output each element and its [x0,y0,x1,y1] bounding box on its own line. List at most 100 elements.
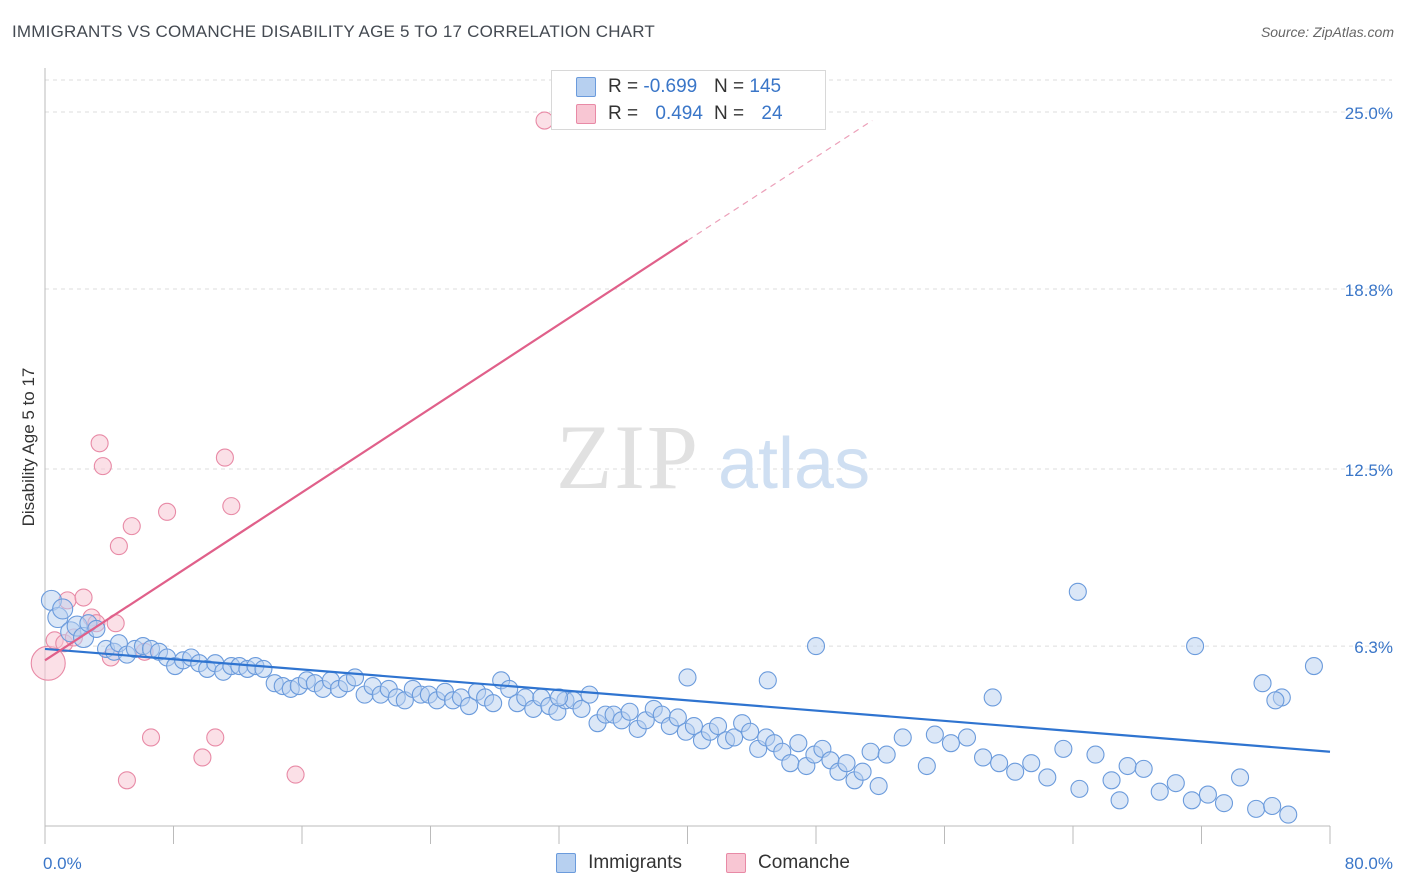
n-label: N = [714,103,750,124]
immigrants-point [1038,768,1057,787]
legend-item-comanche[interactable]: Comanche [726,852,850,874]
x-tick-label: 0.0% [43,854,82,873]
immigrants-points [40,582,1323,824]
immigrants-point [741,722,760,741]
watermark-atlas: atlas [718,424,870,504]
immigrants-point [941,734,960,753]
immigrants-point [758,671,777,690]
immigrants-point [678,668,697,687]
legend-label: Comanche [758,852,850,873]
axes [44,68,1331,844]
r-label: R = [608,103,644,124]
immigrants-point [837,754,856,773]
r-value: -0.699 [643,76,698,97]
immigrants-point [580,685,599,704]
n-label: N = [714,76,750,97]
immigrants-point [1198,785,1217,804]
immigrants-point [1134,759,1153,778]
immigrants-point [1263,796,1282,816]
immigrants-point [1266,691,1285,710]
y-tick-label: 6.3% [1354,638,1393,657]
watermark-zip: ZIP [556,406,700,508]
comanche-swatch [576,104,596,124]
immigrants-point [1247,799,1266,818]
immigrants-point [1182,791,1201,810]
immigrants-point [725,728,744,747]
comanche-point [222,497,241,516]
legend-item-immigrants[interactable]: Immigrants [556,852,682,874]
immigrants-point [708,716,728,736]
r-label: R = [608,76,644,97]
immigrants-point [1070,779,1089,798]
comanche-point [93,457,112,476]
legend-label: Immigrants [588,852,683,873]
comanche-points [30,111,554,790]
immigrants-point [1150,782,1169,801]
immigrants-point [668,708,687,727]
y-tick-label: 25.0% [1345,104,1393,123]
immigrants-trend-line [44,647,1331,753]
immigrants-point [484,694,503,713]
watermark: ZIP atlas [556,406,870,508]
immigrants-point [459,696,479,716]
immigrants-point [1279,805,1298,824]
immigrants-point [789,734,808,753]
comanche-point [193,748,212,767]
immigrants-point [620,702,639,721]
immigrants-point [1110,791,1129,810]
immigrants-point [684,716,703,736]
immigrants-point [1118,756,1137,776]
gridlines [45,79,1392,647]
comanche-point [117,771,136,790]
comanche-trend-line [44,239,689,662]
immigrants-point [861,742,880,761]
immigrants-point [917,756,936,776]
legend-row-immigrants: R = -0.699 N = 145 [576,75,781,99]
chart-title: IMMIGRANTS VS COMANCHE DISABILITY AGE 5 … [12,22,655,41]
comanche-point [74,588,93,607]
comanche-swatch [726,853,747,873]
immigrants-point [869,776,888,796]
immigrants-point [1086,745,1105,764]
immigrants-point [1022,754,1041,773]
immigrants-point [1006,762,1025,781]
comanche-point [215,448,234,467]
comanche-point [141,728,161,747]
immigrants-point [1231,768,1250,787]
immigrants-point [572,699,591,718]
immigrants-point [1054,739,1073,758]
immigrants-point [990,754,1009,773]
immigrants-point [957,728,977,747]
comanche-point [122,517,141,536]
immigrants-point [1068,582,1087,601]
immigrants-point [781,754,800,773]
immigrants-point [1186,637,1205,656]
x-tick-label: 80.0% [1345,854,1393,873]
immigrants-point [1166,774,1185,793]
y-axis-title: Disability Age 5 to 17 [19,368,38,527]
immigrants-point [973,748,993,767]
immigrants-point [853,762,872,781]
immigrants-point [925,725,944,744]
comanche-point [90,434,109,453]
y-tick-label: 12.5% [1345,461,1393,480]
immigrants-point [254,659,273,678]
series-legend: Immigrants Comanche [0,852,1406,874]
immigrants-point [1253,674,1272,693]
immigrants-point [877,745,896,764]
comanche-trend-extension [687,120,873,242]
comanche-point [109,537,128,556]
source-label: Source: ZipAtlas.com [1260,24,1394,40]
r-value: 0.494 [655,103,703,124]
immigrants-swatch [556,853,577,873]
legend-row-comanche: R = 0.494 N = 24 [576,102,783,126]
immigrants-point [1102,771,1121,790]
comanche-point [286,765,305,784]
comanche-point [158,502,177,521]
immigrants-point [893,728,912,747]
n-value: 24 [761,103,783,124]
immigrants-point [345,668,365,687]
comanche-point [206,728,225,747]
n-value: 145 [749,76,782,97]
